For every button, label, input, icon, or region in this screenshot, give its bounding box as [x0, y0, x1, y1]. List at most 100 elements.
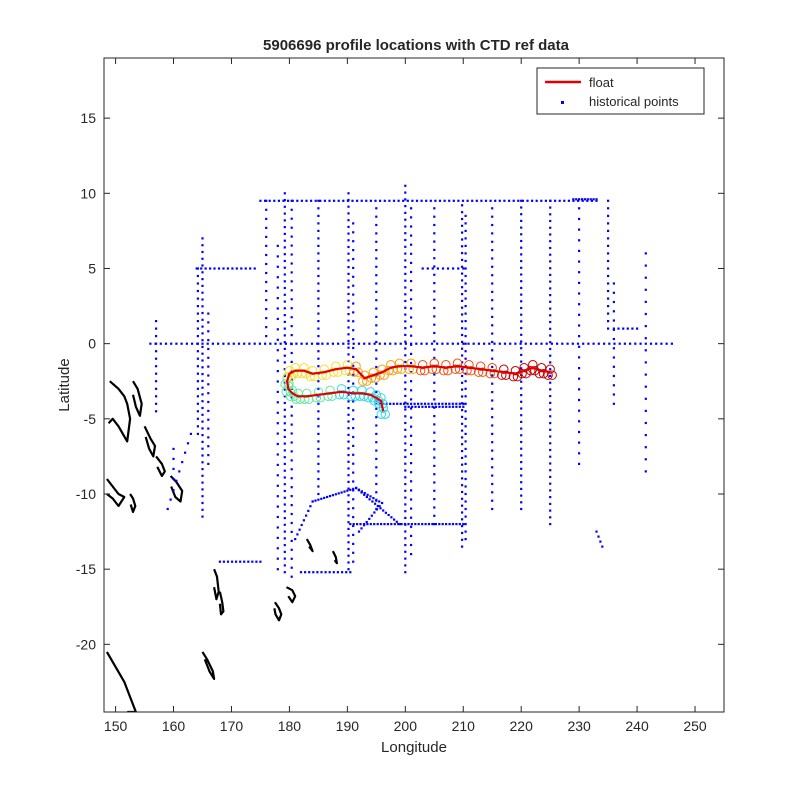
historical-point	[415, 342, 418, 345]
historical-point	[352, 444, 355, 447]
historical-point	[375, 508, 379, 511]
historical-point	[549, 368, 552, 371]
historical-point	[461, 463, 464, 466]
historical-point	[337, 492, 340, 495]
historical-point	[404, 333, 407, 336]
historical-point	[464, 402, 467, 405]
historical-point	[644, 373, 647, 376]
historical-point	[531, 199, 534, 202]
historical-point	[451, 405, 455, 408]
historical-point	[390, 523, 393, 526]
historical-point	[375, 449, 378, 452]
axes: 150 160 170 180 190 200 210 220 230 240 250 15 10 5 0 -…	[76, 57, 725, 734]
historical-point	[283, 307, 286, 310]
historical-point	[549, 516, 552, 519]
historical-point	[607, 305, 610, 308]
historical-point	[456, 342, 460, 345]
historical-point	[369, 523, 372, 526]
y-tick-label: -20	[76, 636, 96, 652]
historical-point	[375, 274, 378, 277]
historical-point	[276, 390, 279, 393]
historical-point	[352, 257, 355, 261]
historical-point	[317, 447, 320, 450]
historical-point	[540, 199, 543, 202]
historical-point	[276, 422, 279, 425]
historical-point	[317, 312, 320, 315]
historical-point	[660, 342, 663, 345]
historical-point	[461, 477, 464, 480]
historical-point	[464, 214, 467, 217]
historical-point	[549, 260, 552, 263]
historical-point	[296, 199, 299, 202]
historical-point	[347, 467, 350, 470]
historical-point	[612, 310, 615, 313]
historical-point	[155, 320, 158, 323]
historical-point	[491, 315, 494, 318]
historical-point	[404, 279, 407, 282]
historical-point	[201, 325, 204, 328]
historical-point	[375, 207, 378, 210]
float-profile-marker	[331, 361, 341, 371]
historical-point	[346, 199, 349, 202]
historical-point	[410, 289, 413, 292]
historical-point	[464, 372, 467, 375]
historical-point	[464, 244, 467, 247]
historical-point	[578, 198, 581, 201]
historical-point	[549, 408, 552, 411]
historical-point	[283, 544, 286, 547]
historical-point	[222, 342, 225, 345]
float-profile-marker	[427, 364, 437, 374]
historical-point	[520, 394, 523, 397]
historical-point	[317, 244, 320, 247]
legend-historical-swatch	[561, 101, 564, 104]
historical-point	[347, 487, 350, 490]
historical-point	[461, 429, 464, 432]
historical-point	[204, 267, 207, 270]
historical-point	[328, 495, 332, 498]
historical-point	[290, 226, 293, 229]
historical-point	[520, 447, 523, 450]
float-profile-marker	[334, 390, 345, 400]
historical-point	[448, 523, 451, 526]
historical-point	[265, 271, 268, 275]
historical-point	[394, 342, 397, 345]
historical-point	[433, 273, 436, 276]
historical-point	[273, 199, 276, 202]
historical-point	[235, 267, 238, 270]
historical-point	[549, 422, 552, 425]
historical-point	[365, 521, 368, 524]
historical-point	[368, 342, 371, 345]
historical-point	[400, 523, 403, 526]
historical-point	[328, 199, 331, 202]
historical-point	[520, 239, 523, 243]
historical-point	[375, 441, 378, 444]
historical-point	[433, 448, 436, 451]
historical-point	[402, 199, 405, 202]
historical-point	[430, 342, 434, 345]
historical-point	[243, 560, 246, 563]
historical-point	[520, 367, 523, 370]
coastline	[105, 651, 137, 712]
historical-point	[347, 353, 350, 356]
historical-point	[196, 410, 199, 413]
historical-point	[201, 406, 204, 410]
historical-point	[520, 293, 523, 296]
historical-point	[549, 199, 552, 202]
historical-point	[464, 327, 467, 330]
historical-point	[347, 507, 350, 510]
historical-point	[622, 327, 625, 330]
historical-point	[438, 523, 441, 526]
historical-point	[265, 317, 268, 320]
historical-point	[434, 405, 438, 408]
historical-point	[464, 538, 467, 541]
historical-point	[375, 466, 378, 469]
historical-point	[283, 510, 286, 513]
historical-point	[461, 450, 464, 453]
historical-point	[207, 418, 210, 421]
historical-point	[337, 199, 340, 202]
historical-point	[196, 365, 199, 368]
float-profile-marker	[376, 409, 386, 419]
historical-point	[283, 408, 286, 411]
historical-point	[290, 557, 293, 560]
historical-point	[433, 506, 436, 509]
